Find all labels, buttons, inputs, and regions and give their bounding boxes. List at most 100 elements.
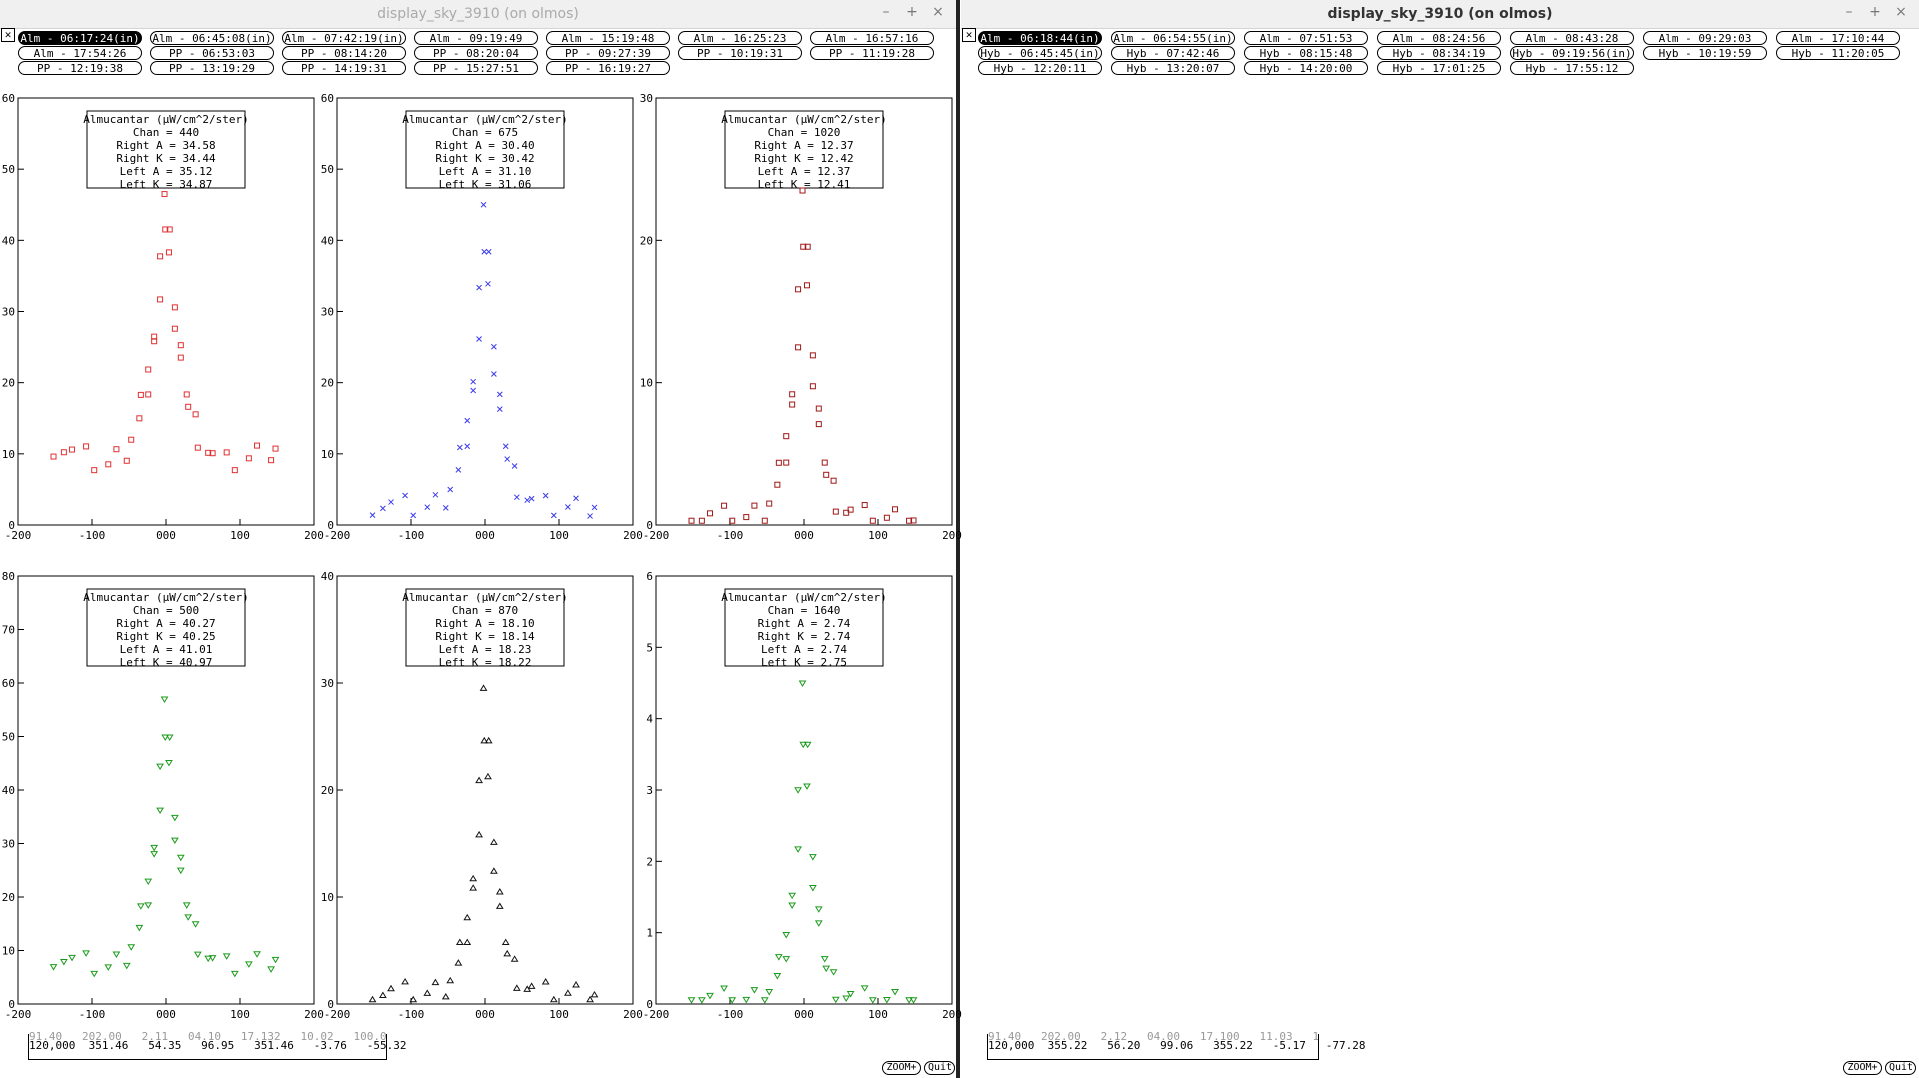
zoom-button[interactable]: ZOOM+ — [882, 1061, 921, 1075]
quit-button[interactable]: Quit — [1885, 1061, 1916, 1075]
scan-button[interactable]: Alm - 06:54:55(in) — [1111, 31, 1235, 45]
scan-button[interactable]: Alm - 17:54:26 — [18, 46, 142, 60]
title-bar[interactable]: display_sky_3910 (on olmos) – + × — [961, 0, 1919, 29]
data-point — [410, 512, 417, 519]
legend-line: Left A = 31.10 — [439, 165, 532, 178]
scan-button[interactable]: Hyb - 10:19:59 — [1643, 46, 1767, 60]
scan-button[interactable]: PP - 13:19:29 — [150, 61, 274, 75]
data-point — [150, 844, 159, 852]
sky-window-right: display_sky_3910 (on olmos) – + × ✕ Alm … — [961, 0, 1919, 1078]
scan-button[interactable]: PP - 16:19:27 — [546, 61, 670, 75]
minimize-icon[interactable]: – — [1845, 4, 1853, 20]
quit-button[interactable]: Quit — [924, 1061, 955, 1075]
legend-line: Almucantar (µW/cm^2/ster) — [721, 113, 887, 126]
close-icon[interactable]: × — [1895, 4, 1907, 20]
scan-button[interactable]: Alm - 09:19:49 — [414, 31, 538, 45]
scan-button[interactable]: Alm - 08:43:28 — [1510, 31, 1634, 45]
data-point — [491, 371, 497, 377]
data-point — [268, 457, 275, 464]
scan-button[interactable]: PP - 12:19:38 — [18, 61, 142, 75]
data-point — [480, 736, 489, 744]
scan-button[interactable]: Alm - 08:24:56 — [1377, 31, 1501, 45]
data-point — [49, 964, 58, 971]
info-row-top: 91.40 202.00 2.12 04.00 17.100 11.03 17.… — [988, 1031, 1318, 1040]
scan-button[interactable]: Alm - 06:17:24(in) — [18, 31, 142, 45]
data-point — [809, 352, 816, 359]
y-tick-label: 60 — [2, 677, 15, 690]
x-tick-label: 000 — [475, 529, 495, 542]
scan-button[interactable]: PP - 06:53:03 — [150, 46, 274, 60]
scan-button[interactable]: Hyb - 07:42:46 — [1111, 46, 1235, 60]
data-point — [549, 995, 558, 1003]
scan-button[interactable]: Hyb - 14:20:00 — [1244, 61, 1368, 75]
data-point — [909, 997, 918, 1004]
data-point — [485, 280, 491, 287]
data-point — [469, 874, 478, 882]
y-tick-label: 20 — [640, 234, 653, 247]
scan-button[interactable]: PP - 11:19:28 — [810, 46, 934, 60]
maximize-icon[interactable]: + — [906, 4, 918, 20]
scan-button[interactable]: Hyb - 17:01:25 — [1377, 61, 1501, 75]
minimize-icon[interactable]: – — [882, 4, 890, 20]
scan-button[interactable]: PP - 08:14:20 — [282, 46, 406, 60]
data-point — [123, 457, 130, 464]
data-point — [171, 325, 178, 332]
x-tick-label: -200 — [324, 1008, 351, 1021]
scan-button[interactable]: PP - 08:20:04 — [414, 46, 538, 60]
scan-button[interactable]: Alm - 07:51:53 — [1244, 31, 1368, 45]
scan-button[interactable]: Hyb - 13:20:07 — [1111, 61, 1235, 75]
scan-button[interactable]: Alm - 17:10:44 — [1776, 31, 1900, 45]
scan-button[interactable]: Alm - 15:19:48 — [546, 31, 670, 45]
scan-button[interactable]: Hyb - 08:34:19 — [1377, 46, 1501, 60]
scan-button[interactable]: Alm - 06:45:08(in) — [150, 31, 274, 45]
legend-line: Left K = 40.97 — [120, 656, 213, 669]
zoom-button[interactable]: ZOOM+ — [1843, 1061, 1882, 1075]
data-point — [707, 510, 714, 517]
data-point — [82, 950, 90, 957]
scan-button[interactable]: Alm - 16:25:23 — [678, 31, 802, 45]
data-point — [441, 992, 450, 1000]
data-point — [782, 931, 791, 939]
data-point — [222, 953, 231, 960]
scan-button[interactable]: PP - 14:19:31 — [282, 61, 406, 75]
close-box-icon[interactable]: ✕ — [962, 28, 976, 42]
data-point — [829, 969, 838, 976]
scan-button[interactable]: PP - 09:27:39 — [546, 46, 670, 60]
scan-button[interactable]: PP - 15:27:51 — [414, 61, 538, 75]
title-bar[interactable]: display_sky_3910 (on olmos) – + × — [0, 0, 956, 29]
legend-box — [724, 110, 884, 189]
legend-box — [405, 588, 565, 667]
data-point — [788, 892, 797, 900]
data-point — [586, 995, 594, 1003]
scan-button[interactable]: Alm - 07:42:19(in) — [282, 31, 406, 45]
data-point — [144, 878, 153, 886]
scan-button[interactable]: Hyb - 11:20:05 — [1776, 46, 1900, 60]
scan-button[interactable]: Hyb - 08:15:48 — [1244, 46, 1368, 60]
scan-button[interactable]: Hyb - 17:55:12 — [1510, 61, 1634, 75]
close-icon[interactable]: × — [932, 4, 944, 20]
data-point — [165, 249, 172, 256]
data-point — [464, 417, 471, 424]
scan-button[interactable]: Alm - 16:57:16 — [810, 31, 934, 45]
scan-button[interactable]: Hyb - 09:19:56(in) — [1510, 46, 1634, 60]
plot-panel: 0 10 20 30 40 50 60 -200 -100 000 100 200 Almucantar… — [2, 92, 324, 542]
y-tick-label: 5 — [646, 641, 653, 654]
data-point — [687, 997, 696, 1004]
data-point — [388, 499, 394, 505]
data-point — [861, 502, 868, 509]
scan-button[interactable]: Hyb - 12:20:11 — [978, 61, 1102, 75]
data-point — [524, 497, 531, 504]
data-point — [165, 759, 173, 767]
scan-button[interactable]: Alm - 06:18:44(in) — [978, 31, 1102, 45]
data-point — [808, 854, 817, 861]
data-point — [156, 763, 164, 771]
y-tick-label: 50 — [2, 731, 15, 744]
close-box-icon[interactable]: ✕ — [1, 28, 15, 42]
maximize-icon[interactable]: + — [1869, 4, 1881, 20]
y-tick-label: 20 — [2, 891, 15, 904]
scan-button[interactable]: Alm - 09:29:03 — [1643, 31, 1767, 45]
scan-button[interactable]: PP - 10:19:31 — [678, 46, 802, 60]
scan-button[interactable]: Hyb - 06:45:45(in) — [978, 46, 1102, 60]
legend-line: Right K = 34.44 — [116, 152, 216, 165]
x-tick-label: -100 — [717, 529, 744, 542]
